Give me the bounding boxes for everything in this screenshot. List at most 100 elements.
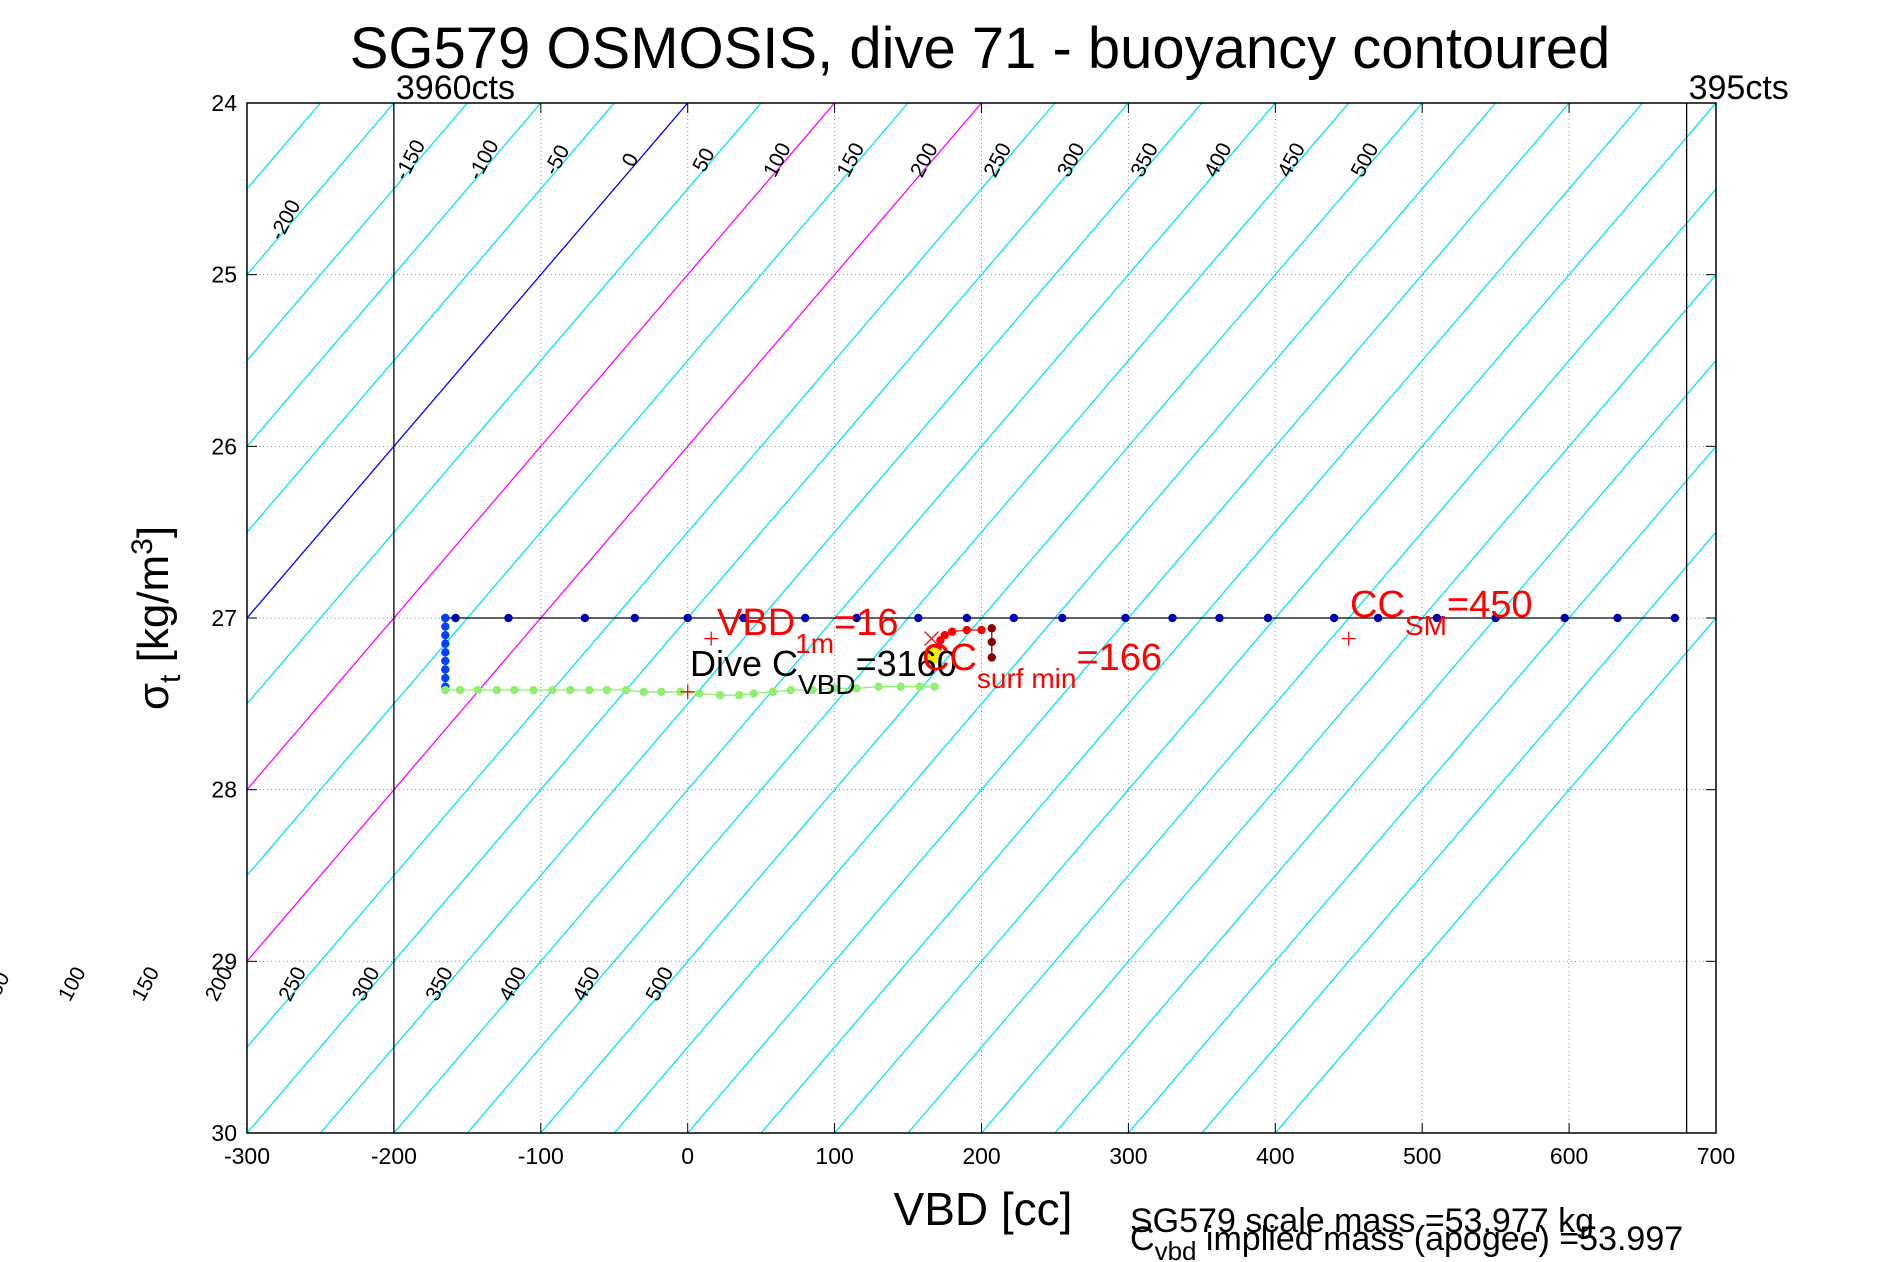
contour-label-top: -200 [265, 196, 305, 244]
series-point [630, 613, 640, 623]
series-point [1373, 613, 1383, 623]
contour-line [1274, 617, 1716, 1133]
annotation-vbd1m-text: =16 [834, 602, 898, 644]
series-point [1560, 613, 1569, 623]
x-marker [924, 631, 940, 647]
series-point [987, 624, 996, 633]
series-point [441, 639, 450, 648]
contour-label-bottom: 500 [642, 963, 679, 1005]
series-point [504, 613, 513, 623]
annotation-ccsm-base: CC [1350, 584, 1405, 626]
annotation-dive-cvbd-text: =3160 [856, 643, 957, 684]
annotation-dive-cvbd-base: Dive C [690, 643, 798, 684]
series-point [621, 685, 631, 695]
dive-series [441, 613, 1680, 700]
series-point [808, 685, 817, 695]
contour-line [247, 103, 762, 705]
series-point [676, 687, 685, 697]
series-point [602, 685, 612, 695]
series-point [451, 613, 460, 623]
contour-label-bottom: 450 [568, 963, 605, 1005]
markers [680, 631, 1356, 699]
y-tick-label: 28 [211, 777, 237, 803]
contour-labels: -450-400-350-300-250-200-150-100-5005010… [0, 136, 1384, 1005]
footer-implied-mass-sub: vbd [1155, 1236, 1197, 1262]
series-point [1121, 613, 1130, 623]
contour-label-bottom: 150 [127, 963, 164, 1005]
x-tick-label: 700 [1697, 1143, 1735, 1169]
contour-label-top: 150 [833, 139, 870, 181]
x-tick-label: 600 [1550, 1143, 1588, 1169]
series-point [914, 613, 923, 623]
x-tick-label: 400 [1256, 1143, 1294, 1169]
annotation-ccsurf-text: =166 [1076, 637, 1162, 679]
annotation-vbd1m-sub: 1m [795, 628, 834, 659]
contour-label-bottom: 100 [54, 963, 91, 1005]
x-tick-label: 300 [1109, 1143, 1147, 1169]
x-tick-label: -100 [518, 1143, 564, 1169]
footer-scale-mass: SG579 scale mass =53.977 kg [1130, 1202, 1594, 1240]
annotations: Dive CVBD=3160 VBD1m=16 CCSM=450 CCsurf … [690, 584, 1532, 700]
series-point [739, 613, 748, 623]
series-point [896, 682, 905, 691]
series-point [492, 685, 501, 695]
x-axis-label: VBD [cc] [894, 1183, 1073, 1235]
series-point [1613, 613, 1622, 623]
y-tick-label: 24 [211, 90, 237, 116]
series-point [548, 685, 557, 695]
series-point [510, 685, 519, 695]
series-point [734, 691, 744, 700]
y-axis-label-base: σ [129, 683, 178, 710]
y-axis-label-sup: 3 [126, 538, 159, 555]
series-point [830, 684, 839, 693]
x-tick-label: -300 [224, 1143, 270, 1169]
series-point [441, 685, 450, 695]
series-point [455, 685, 465, 695]
annotation-dive-cvbd-sub: VBD [798, 669, 856, 700]
series-point [441, 665, 450, 674]
contour-label-bottom: 300 [348, 963, 385, 1005]
series-point [987, 653, 996, 662]
series-point [441, 656, 450, 666]
series-point [639, 687, 648, 697]
series-point [977, 625, 986, 635]
series-point [768, 687, 778, 697]
x-tick-label: -200 [371, 1143, 417, 1169]
series-point [852, 613, 861, 623]
annotation-ccsm-sub: SM [1405, 610, 1447, 641]
series-point [1329, 613, 1339, 623]
series-point [1009, 613, 1019, 623]
contour-label-top: 450 [1273, 139, 1310, 181]
x-tick-label: 0 [681, 1143, 694, 1169]
contour-label-top: -150 [390, 136, 430, 184]
series-line [445, 686, 935, 696]
contour-line [247, 103, 615, 534]
contour-label-top: 250 [979, 139, 1016, 181]
contour-line [247, 103, 468, 362]
series-point [1432, 613, 1442, 623]
series-point [683, 613, 692, 623]
count-label: 395cts [1689, 69, 1789, 107]
annotation-vbd1m: VBD1m=16 [717, 602, 899, 659]
contour-label-bottom: 350 [421, 963, 458, 1005]
series-point [580, 613, 590, 623]
contour-label-bottom: 50 [0, 968, 15, 999]
annotation-vbd1m-base: VBD [717, 602, 795, 644]
y-tick-label: 29 [211, 948, 237, 974]
apogee-point [926, 647, 943, 664]
annotation-ccsurf-base: CC [922, 637, 977, 679]
y-tick-label: 26 [211, 433, 237, 459]
contour-label-top: 500 [1347, 139, 1384, 181]
series-point [657, 687, 666, 697]
annotation-dive-cvbd: Dive CVBD=3160 [690, 643, 957, 700]
series-point [441, 673, 450, 683]
y-axis-label-sub: t [154, 674, 187, 683]
series-point [585, 685, 594, 695]
series-point [441, 613, 450, 623]
series-point [852, 684, 861, 693]
series-point [947, 627, 957, 636]
series-point [962, 613, 972, 623]
series-point [473, 685, 482, 695]
contour-label-top: 100 [759, 139, 796, 181]
x-tick-label: 500 [1403, 1143, 1441, 1169]
